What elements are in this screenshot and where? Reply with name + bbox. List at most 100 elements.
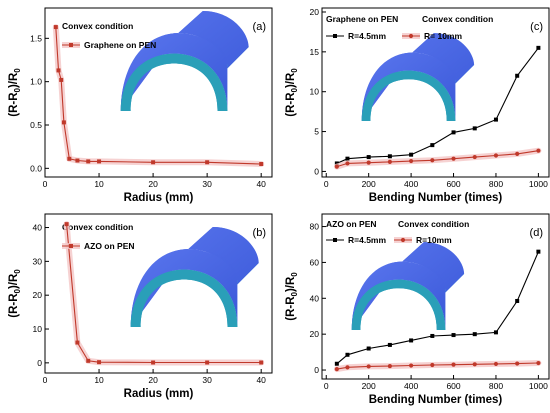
data-point xyxy=(536,45,541,50)
y-tick-label: 0 xyxy=(314,365,319,375)
data-point xyxy=(493,361,499,367)
data-point xyxy=(387,159,392,164)
data-point xyxy=(493,153,499,158)
x-tick-label: 600 xyxy=(446,179,460,189)
x-tick-label: 0 xyxy=(324,381,329,391)
half-pipe-arch xyxy=(130,249,238,327)
data-point xyxy=(515,151,520,156)
legend-entry: R=4.5mm xyxy=(326,235,386,245)
data-point xyxy=(67,156,72,161)
data-point xyxy=(451,333,456,338)
legend-marker xyxy=(69,43,73,47)
y-axis-title: (R-R0)/R0 xyxy=(8,269,22,318)
chart-panel-c: 0 200 400 600 800 1000 0 5 10 15 20 Bending Number … xyxy=(285,7,550,204)
data-point xyxy=(366,346,371,351)
data-point xyxy=(430,333,435,338)
x-axis-title: Radius (mm) xyxy=(124,388,194,400)
data-point xyxy=(493,330,498,335)
plot-frame xyxy=(44,213,273,374)
data-point xyxy=(75,340,80,345)
series-r-4-5mm xyxy=(334,45,541,166)
x-tick-label: 400 xyxy=(404,179,418,189)
data-point xyxy=(345,156,350,161)
panel-label: (d) xyxy=(530,227,543,239)
x-tick-label: 1000 xyxy=(529,179,548,189)
y-tick-label: 40 xyxy=(310,293,320,303)
half-pipe-front-ring xyxy=(130,269,238,327)
half-pipe-outer-shell xyxy=(351,242,465,330)
half-pipe-front-ring xyxy=(361,70,456,121)
data-point xyxy=(151,160,156,165)
legend-marker xyxy=(69,244,73,248)
y-tick-label: 10 xyxy=(310,87,320,97)
header-condition-label: Convex condition xyxy=(422,14,493,24)
legend-entry: R=4.5mm xyxy=(326,31,386,41)
legend-marker xyxy=(400,237,406,243)
y-axis-title: (R-R0)/R0 xyxy=(285,272,299,321)
chart-panel-b: 0 10 20 30 40 0 10 20 30 40 Radius (mm) (R-R0)/R0 (b… xyxy=(8,213,273,400)
header-sample-label: Graphene on PEN xyxy=(326,14,398,24)
data-point xyxy=(472,126,477,131)
x-axis-title: Radius (mm) xyxy=(124,192,194,204)
x-tick-label: 20 xyxy=(148,375,158,385)
header-condition-label: Convex condition xyxy=(62,222,133,232)
x-tick-label: 0 xyxy=(324,179,329,189)
x-tick-label: 40 xyxy=(256,179,266,189)
data-point xyxy=(515,298,520,303)
data-point xyxy=(430,362,435,368)
x-tick-label: 0 xyxy=(43,179,48,189)
data-point xyxy=(409,152,414,157)
x-tick-label: 20 xyxy=(148,179,158,189)
data-point xyxy=(205,360,210,365)
data-point xyxy=(97,159,102,164)
data-point xyxy=(86,159,91,164)
data-point xyxy=(345,161,350,166)
legend-label: Graphene on PEN xyxy=(84,40,156,50)
data-point xyxy=(334,161,339,166)
data-point xyxy=(536,249,541,254)
x-axis-title: Bending Number (times) xyxy=(369,394,503,406)
legend-entry: AZO on PEN xyxy=(62,241,135,251)
half-pipe-illustration xyxy=(361,33,475,121)
x-tick-label: 200 xyxy=(362,381,376,391)
y-tick-label: 20 xyxy=(310,329,320,339)
legend-entry: Graphene on PEN xyxy=(62,40,156,50)
legend-label: R=4.5mm xyxy=(348,235,386,245)
half-pipe-illustration xyxy=(351,242,465,330)
series-graphene-on-pen xyxy=(52,24,265,167)
data-point xyxy=(205,160,210,165)
data-point xyxy=(515,73,520,78)
data-point xyxy=(97,360,102,365)
plot-frame xyxy=(321,213,550,380)
y-tick-label: 80 xyxy=(310,222,320,232)
data-point xyxy=(409,158,414,164)
x-tick-label: 10 xyxy=(94,375,104,385)
half-pipe-outer-shell xyxy=(361,33,475,121)
chart-panel-a: 0 10 20 30 40 0.0 0.5 1.0 1.5 Radius (mm) (R-R0)/R… xyxy=(8,7,273,204)
panel-label: (c) xyxy=(530,21,543,33)
half-pipe-arch xyxy=(351,261,446,330)
legend-marker xyxy=(408,33,414,39)
y-tick-label: 15 xyxy=(310,47,320,57)
y-tick-label: 5 xyxy=(314,127,319,137)
header-condition-label: Convex condition xyxy=(62,21,133,31)
data-point xyxy=(387,342,392,347)
x-tick-label: 10 xyxy=(94,179,104,189)
x-tick-label: 30 xyxy=(202,179,212,189)
data-point xyxy=(409,363,414,368)
data-point xyxy=(86,358,91,363)
half-pipe-outer-shell xyxy=(120,10,249,112)
half-pipe-arch xyxy=(361,52,456,121)
y-tick-label: 20 xyxy=(310,7,320,17)
series-r-10mm xyxy=(333,360,542,373)
data-point xyxy=(387,363,392,369)
data-point xyxy=(536,360,541,366)
x-tick-label: 1000 xyxy=(529,381,548,391)
data-point xyxy=(75,158,80,163)
data-point xyxy=(334,164,339,169)
data-point xyxy=(259,162,264,166)
data-point xyxy=(334,361,339,366)
x-tick-label: 0 xyxy=(43,375,48,385)
data-point xyxy=(366,364,371,369)
